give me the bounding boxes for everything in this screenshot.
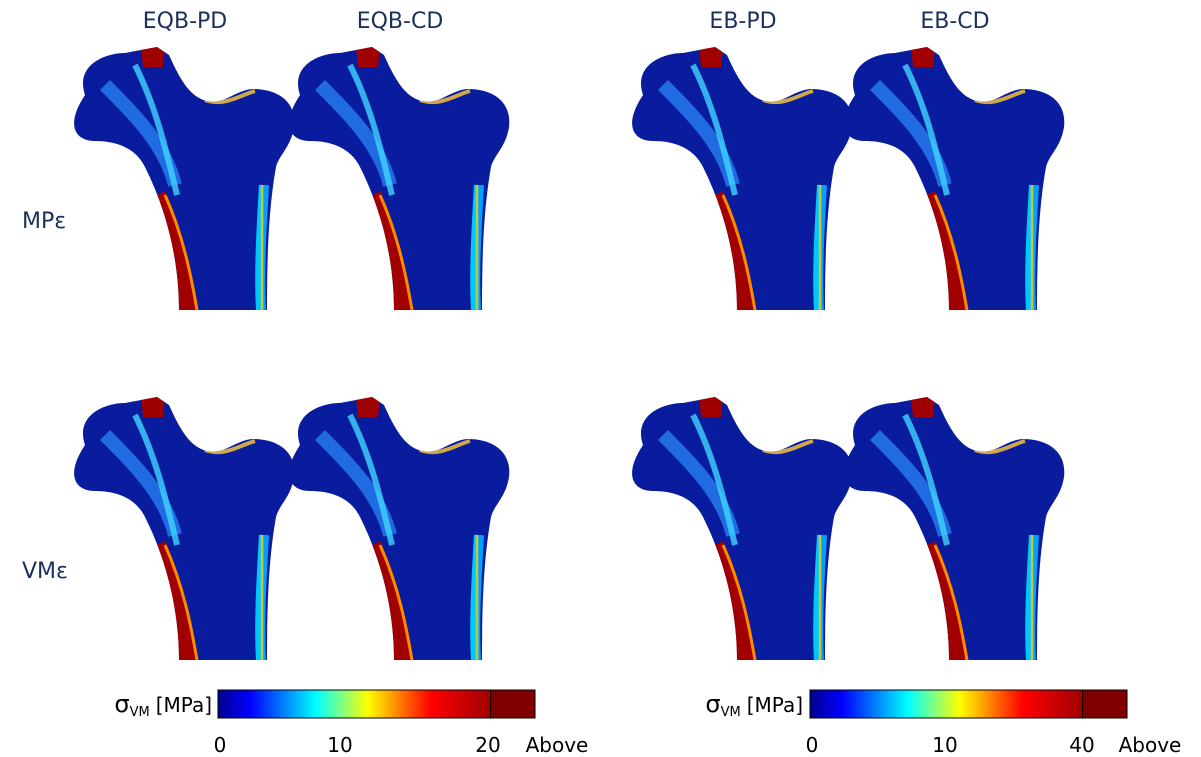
femur-map <box>632 47 852 310</box>
colorbar-tick-label: 20 <box>475 733 500 757</box>
colorbar-above <box>1083 690 1127 718</box>
column-header: EB-CD <box>920 9 989 34</box>
colorbar-tick-label: Above <box>1119 733 1182 757</box>
femur-map <box>632 397 852 660</box>
column-header: EQB-PD <box>143 9 227 34</box>
femur-map <box>74 47 294 310</box>
column-header: EB-PD <box>709 9 776 34</box>
colorbar-symbol: σ <box>114 690 129 718</box>
colorbar-label: σVM [MPa] <box>705 690 803 720</box>
colorbar <box>218 690 491 718</box>
colorbar-subscript: VM <box>130 705 150 720</box>
colorbar-tick-label: 40 <box>1069 733 1094 757</box>
row-label: VMε <box>22 559 68 584</box>
colorbar-tick-label: 10 <box>327 733 352 757</box>
colorbar-label: σVM [MPa] <box>114 690 212 720</box>
colorbar-tick-label: Above <box>526 733 589 757</box>
panels <box>74 47 1064 660</box>
column-header: EQB-CD <box>357 9 444 34</box>
colorbar <box>810 690 1083 718</box>
femur-map <box>844 397 1064 660</box>
colorbar-above <box>491 690 535 718</box>
colorbar-tick-label: 10 <box>932 733 957 757</box>
colorbar-tick-label: 0 <box>214 733 227 757</box>
femur-map <box>289 397 509 660</box>
figure: EQB-PDEQB-CDEB-PDEB-CDMPεVMεσVM[MPa]0102… <box>0 0 1201 757</box>
colorbar-unit: [MPa] <box>747 693 803 717</box>
femur-map <box>289 47 509 310</box>
colorbar-symbol: σ <box>705 690 720 718</box>
colorbar-tick-label: 0 <box>806 733 819 757</box>
row-label: MPε <box>22 209 66 234</box>
colorbar-unit: [MPa] <box>156 693 212 717</box>
femur-map <box>74 397 294 660</box>
femur-map <box>844 47 1064 310</box>
colorbar-subscript: VM <box>721 705 741 720</box>
